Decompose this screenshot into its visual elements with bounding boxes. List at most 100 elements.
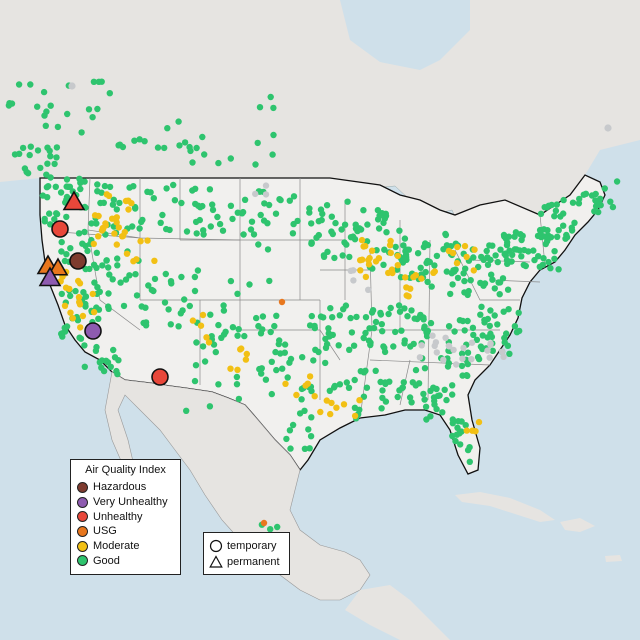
good-station [479,332,486,339]
good-station [420,243,428,251]
good-station [329,314,336,321]
circle-icon [209,539,223,553]
good-station [352,221,359,228]
good-station [511,323,519,330]
good-station [551,255,558,262]
good-station [353,313,360,321]
moderate-station [463,253,470,261]
usg-station [278,298,286,306]
good-station [52,183,59,190]
good-station [220,307,228,314]
aqi-legend-title: Air Quality Index [85,464,166,476]
good-station [47,153,54,160]
no-data-station [459,355,466,362]
good-station [183,407,190,414]
good-station [103,257,110,264]
good-station [94,181,101,188]
good-station [215,159,222,167]
good-station [491,312,498,319]
good-station [489,276,496,283]
good-station [58,248,65,255]
no-data-station [262,182,270,189]
good-station [588,192,596,199]
good-station [267,93,274,101]
good-station [215,381,222,388]
good-station [235,395,243,403]
moderate-station [333,404,340,411]
good-station [420,314,427,321]
good-station [126,272,133,279]
good-station [439,409,446,416]
good-station [95,306,103,313]
good-station [421,365,429,372]
good-station [400,379,407,386]
good-station [98,364,105,371]
good-station [442,231,450,239]
good-station [329,331,336,339]
good-station [301,445,309,452]
good-station [423,333,431,340]
good-station [360,334,367,342]
good-station [428,283,435,290]
moderate-station [75,293,83,301]
moderate-station [121,228,128,236]
no-data-station [468,356,475,363]
good-station [551,213,558,220]
good-station [256,365,263,373]
good-station [461,327,468,334]
good-station [488,271,495,278]
moderate-station [144,237,151,244]
good-station [512,229,520,236]
good-station [98,189,105,196]
legend-row-hazardous: Hazardous [77,480,174,495]
good-station [544,227,551,234]
good-station [77,185,84,193]
good-stations-layer [5,78,621,533]
good-station [268,390,275,398]
good-station [279,365,286,372]
moderate-station [470,267,477,274]
good-station [360,369,368,376]
moderate-station [199,311,207,319]
good-station [269,151,276,158]
good-station [193,230,200,237]
good-station [227,155,234,162]
good-station [502,252,509,259]
good-station [481,319,488,326]
good-station [400,242,407,249]
good-station [420,390,427,398]
moderate-station [123,250,131,257]
good-station [209,206,217,214]
good-station [454,274,462,282]
good-station [392,328,399,336]
monitor-type-legend: temporary permanent [203,532,290,575]
good-station [159,211,166,219]
good-station [81,178,88,185]
good-station [201,151,208,158]
no-data-station [429,332,436,339]
good-station [372,318,380,326]
good-station [250,231,258,238]
good-station [552,207,560,214]
good-station [255,241,262,248]
good-station [81,363,89,370]
moderate-station [125,206,132,213]
good-station [326,387,333,394]
good-station [543,204,550,211]
very-unhealthy-swatch [77,496,88,508]
good-station [214,213,221,221]
good-station [421,396,428,403]
good-station [290,193,298,200]
good-station [545,258,552,266]
good-station [516,327,523,335]
legend-row-very-unhealthy: Very Unhealthy [77,495,174,510]
good-station [376,212,383,219]
good-station [351,404,359,411]
moderate-station [205,339,213,346]
good-station [409,379,416,386]
good-station [607,198,614,205]
good-station [181,296,188,303]
good-station [465,287,472,295]
moderate-station [234,366,241,373]
good-station [90,78,98,86]
